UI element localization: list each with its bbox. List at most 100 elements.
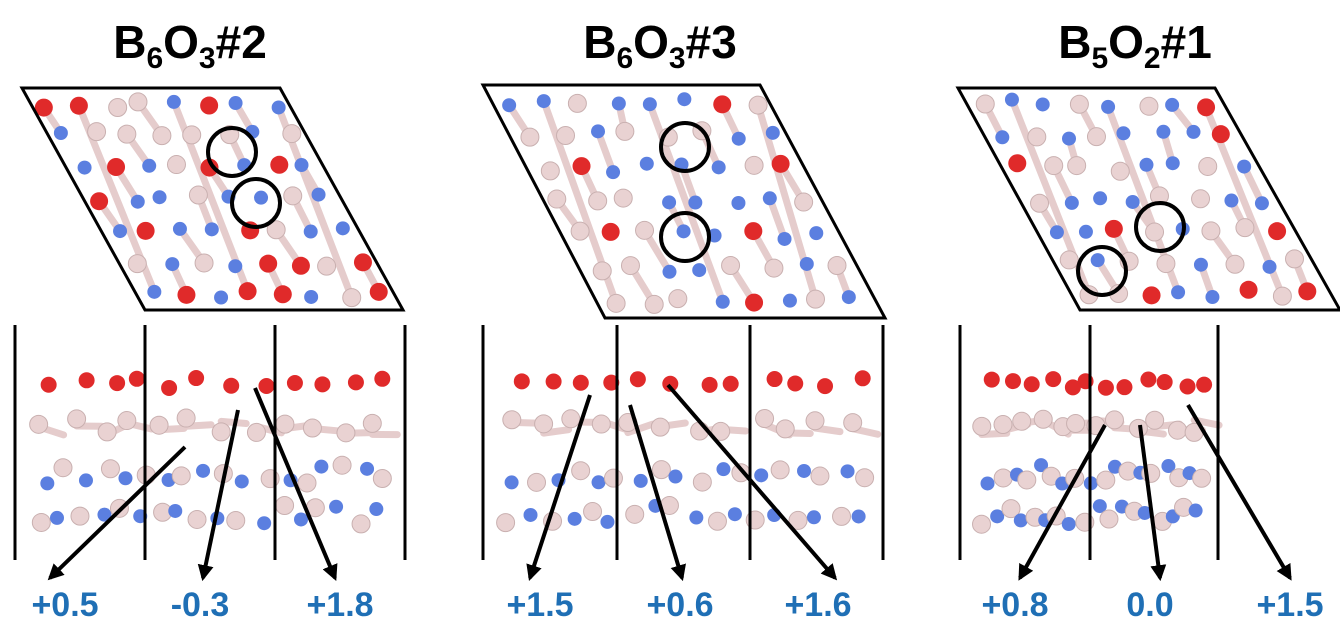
atom [129, 371, 145, 387]
atom [1068, 157, 1086, 175]
atom [1224, 194, 1238, 208]
atom [745, 294, 763, 312]
atom [348, 374, 364, 390]
panel-title: B6O3#2 [113, 16, 267, 75]
atom [1126, 195, 1140, 209]
atom [1240, 281, 1258, 299]
atom [723, 376, 739, 392]
atom [314, 460, 328, 474]
atom [128, 255, 146, 273]
atom [276, 497, 294, 515]
charge-label: +0.6 [646, 586, 713, 622]
atom [973, 515, 991, 533]
atom [1034, 410, 1052, 428]
charge-label: -0.3 [171, 586, 230, 622]
atom [806, 290, 824, 308]
atom [168, 504, 182, 518]
title-subscript: 5 [1091, 42, 1108, 75]
title-part: O [633, 16, 669, 68]
atom [1013, 412, 1031, 430]
atom [716, 295, 730, 309]
atom [352, 515, 370, 533]
atom [749, 96, 767, 114]
atom [787, 375, 803, 391]
atom [606, 165, 620, 179]
atom [270, 156, 288, 174]
highlight-circle [232, 179, 280, 227]
atom [806, 412, 824, 430]
atom [1005, 93, 1019, 107]
atom [589, 192, 607, 210]
atom [607, 294, 625, 312]
atom [1087, 128, 1105, 146]
atom [161, 380, 177, 396]
charge-label: 0.0 [1126, 586, 1173, 622]
title-subscript: 3 [669, 42, 686, 75]
cell-outline [958, 88, 1340, 310]
atom [1093, 191, 1107, 205]
atom [994, 469, 1012, 487]
atom [712, 160, 726, 174]
atom [541, 162, 559, 180]
title-subscript: 6 [616, 42, 633, 75]
atom [716, 462, 730, 476]
atom [227, 511, 245, 529]
atom [571, 222, 589, 240]
atoms [30, 92, 1317, 533]
atom [636, 221, 654, 239]
atom [973, 417, 991, 435]
atom [88, 123, 106, 141]
atom [1005, 373, 1021, 389]
atom [147, 285, 161, 299]
figure: B6O3#2+0.5-0.3+1.8B6O3#3+1.5+0.6+1.6B5O2… [0, 0, 1340, 622]
atom [214, 290, 228, 304]
atom [524, 508, 538, 522]
atom [247, 423, 265, 441]
atom [167, 95, 181, 109]
atom [1045, 157, 1063, 175]
atom [118, 412, 136, 430]
atom [503, 411, 521, 429]
atom [68, 410, 86, 428]
atom [548, 190, 566, 208]
atom [645, 295, 663, 313]
atom [844, 414, 862, 432]
atom [374, 371, 390, 387]
atom [1031, 194, 1049, 212]
panel-title: B5O2#1 [1058, 16, 1212, 75]
atom [257, 516, 271, 530]
atom [276, 415, 294, 433]
atom [235, 474, 249, 488]
title-part: O [163, 16, 199, 68]
atom [652, 461, 670, 479]
atom [183, 126, 201, 144]
atom [604, 469, 622, 487]
atom [662, 265, 676, 279]
atom [142, 159, 156, 173]
atom [312, 188, 326, 202]
charge-label: +1.6 [784, 586, 851, 622]
atom [535, 415, 553, 433]
atom [314, 376, 330, 392]
atom [1192, 190, 1210, 208]
atom [54, 126, 68, 140]
atom [767, 371, 783, 387]
atom [976, 95, 994, 113]
atom [196, 464, 210, 478]
atom [1197, 98, 1215, 116]
atom [771, 461, 789, 479]
atom [1140, 371, 1156, 387]
atom [137, 222, 155, 240]
title-subscript: 3 [199, 42, 216, 75]
atom [1212, 125, 1230, 143]
atom [167, 156, 185, 174]
atom [807, 510, 821, 524]
atom [817, 378, 833, 394]
atom [304, 225, 318, 239]
atom [1286, 250, 1304, 268]
atom [1140, 97, 1158, 115]
atom [131, 195, 145, 209]
title-part: #2 [216, 16, 267, 68]
atom [337, 424, 355, 442]
atom [223, 378, 239, 394]
